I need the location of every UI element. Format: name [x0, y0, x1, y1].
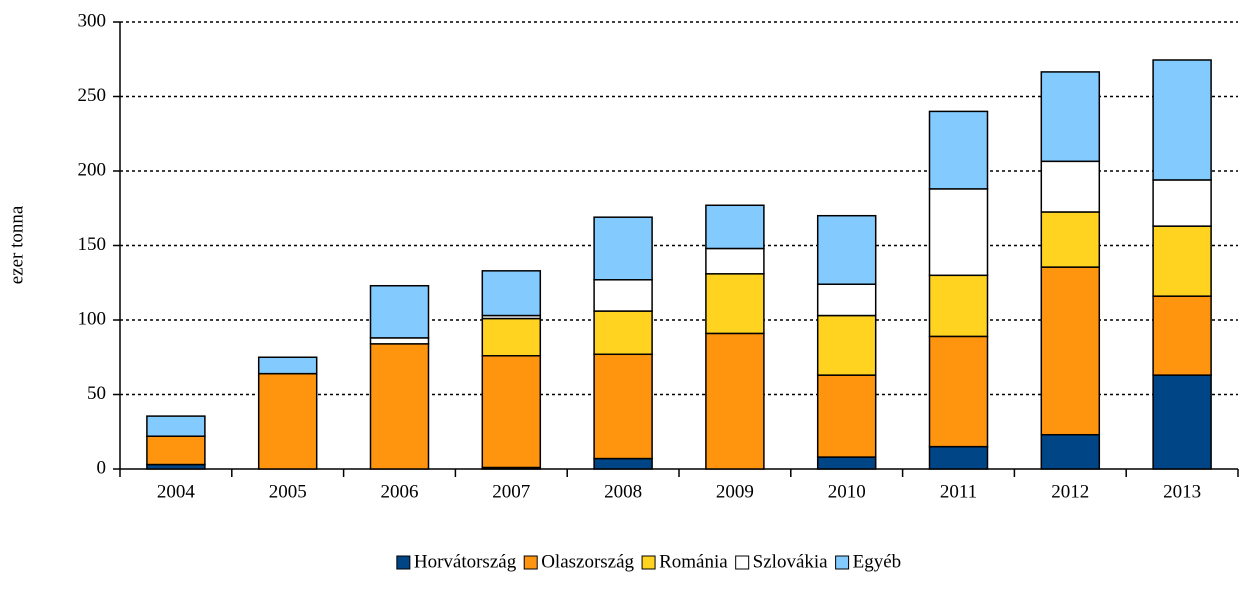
y-axis-label: ezer tonna [6, 205, 27, 284]
bar-segment [1152, 295, 1212, 376]
bar-segment [705, 247, 765, 275]
bar-segment [369, 337, 430, 345]
y-tick-label: 100 [78, 308, 107, 329]
bar-segment [369, 343, 430, 470]
legend-swatch [641, 555, 656, 570]
legend-label: Olaszország [541, 551, 634, 572]
bar-segment [928, 445, 989, 470]
bar-segment [928, 335, 989, 448]
x-tick-label: 2008 [604, 481, 642, 502]
bar-segment [928, 188, 989, 277]
x-tick-label: 2011 [940, 481, 977, 502]
bar-segment [593, 310, 653, 356]
legend-swatch [523, 555, 538, 570]
y-tick-label: 50 [87, 383, 106, 404]
legend: Horvátország Olaszország Románia Szlovákia E… [396, 551, 902, 572]
bar-segment [1040, 160, 1101, 213]
legend-label: Románia [659, 551, 728, 572]
bar-segment [705, 273, 765, 335]
bar-segment [816, 374, 877, 458]
x-tick-label: 2009 [716, 481, 754, 502]
bar-segment [593, 216, 653, 281]
bar-segment [481, 317, 542, 357]
y-tick-label: 250 [78, 85, 107, 106]
bar-segment [928, 274, 989, 338]
bar-segment [1040, 266, 1101, 436]
bar-segment [816, 283, 877, 317]
bar-segment [816, 214, 877, 285]
bar-segment [928, 110, 989, 190]
x-tick-label: 2005 [269, 481, 307, 502]
bar-segment [146, 415, 206, 437]
x-tick-label: 2007 [492, 481, 530, 502]
x-tick-label: 2006 [381, 481, 419, 502]
x-tick-label: 2004 [157, 481, 196, 502]
y-tick-label: 200 [78, 159, 107, 180]
bar-segment [257, 372, 318, 470]
legend-swatch [396, 555, 411, 570]
y-tick-label: 150 [78, 234, 107, 255]
bar-segment [481, 270, 542, 317]
x-tick-label: 2010 [828, 481, 866, 502]
legend-label: Horvátország [414, 551, 517, 572]
legend-label: Egyéb [853, 551, 902, 572]
bar-segment [705, 332, 765, 470]
legend-swatch [735, 555, 750, 570]
bar-segment [593, 457, 653, 470]
bar-segment [481, 355, 542, 469]
bar-segment [146, 435, 206, 466]
x-tick-label: 2013 [1163, 481, 1201, 502]
bar-segment [816, 456, 877, 470]
y-tick-label: 0 [97, 457, 107, 478]
bar-segment [705, 204, 765, 250]
bar-segment [1152, 225, 1212, 297]
bar-segment [1040, 211, 1101, 268]
bar-segment [1040, 71, 1101, 163]
bar-segment [1040, 433, 1101, 470]
bar-segment [1152, 374, 1212, 470]
x-tick-label: 2012 [1051, 481, 1089, 502]
bar-segment [593, 279, 653, 312]
bar-segment [816, 314, 877, 376]
legend-swatch [835, 555, 850, 570]
bar-segment [593, 353, 653, 460]
legend-label: Szlovákia [753, 551, 828, 572]
bar-segment [369, 284, 430, 339]
bar-segment [1152, 59, 1212, 181]
bar-segment [257, 356, 318, 375]
y-tick-label: 300 [78, 10, 107, 31]
bar-segment [1152, 179, 1212, 227]
